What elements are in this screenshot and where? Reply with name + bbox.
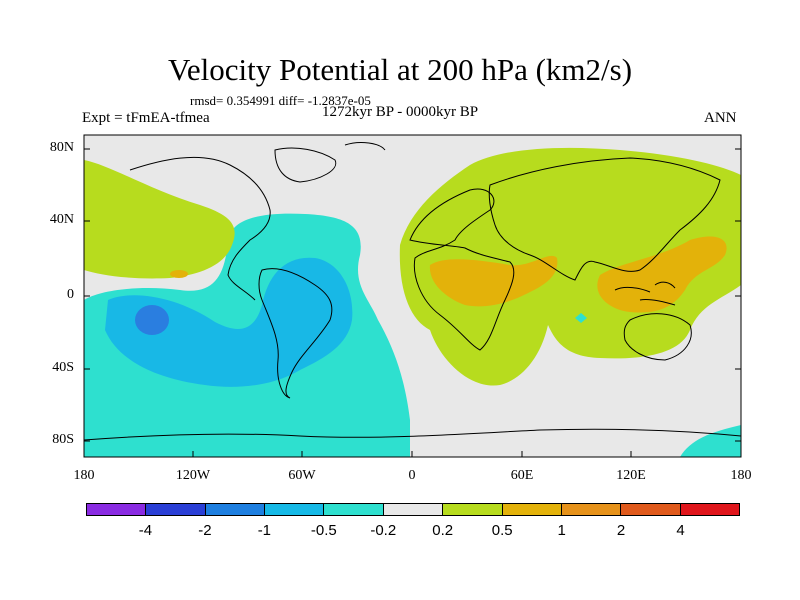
colorbar-box — [146, 504, 206, 515]
colorbar-box — [205, 504, 266, 515]
season-label: ANN — [704, 110, 737, 126]
lon-label-60w: 60W — [288, 468, 316, 483]
lon-label-60e: 60E — [510, 468, 534, 483]
colorbar-label: -1 — [257, 522, 272, 539]
weak-negative-region-se — [680, 425, 741, 457]
tick-marks — [83, 148, 742, 457]
colorbar-box — [502, 504, 562, 515]
colorbar-box — [680, 504, 739, 515]
colorbar-box — [383, 504, 444, 515]
stats-text: rmsd= 0.354991 diff= -1.2837e-05 — [190, 93, 371, 108]
positive-spot-pacific — [170, 270, 188, 278]
lat-label-40n: 40N — [49, 212, 74, 227]
colorbar-label: -4 — [138, 522, 153, 539]
colorbar-box — [621, 504, 681, 515]
colorbar-label: -2 — [198, 522, 212, 539]
plot-title: Velocity Potential at 200 hPa (km2/s) — [167, 52, 633, 87]
lon-label-180w: 180 — [73, 468, 95, 483]
colorbar-box — [87, 504, 147, 515]
positive-spot-indian — [575, 313, 587, 323]
colorbar-box — [265, 504, 325, 515]
colorbar-label: 0.2 — [432, 522, 454, 539]
colorbar — [86, 503, 740, 516]
colorbar-box — [324, 504, 384, 515]
experiment-label: Expt = tFmEA-tfmea — [82, 110, 210, 126]
strong-negative-region — [135, 305, 169, 335]
coastlines — [84, 142, 741, 441]
weak-positive-region-east — [399, 147, 741, 386]
period-label: 1272kyr BP - 0000kyr BP — [322, 104, 479, 120]
lat-label-0: 0 — [67, 287, 74, 302]
negative-region — [105, 257, 353, 387]
positive-region-maritime — [597, 236, 727, 313]
lon-label-120w: 120W — [175, 468, 211, 483]
lon-label-0: 0 — [408, 468, 416, 483]
lat-label-80s: 80S — [52, 432, 74, 447]
lat-label-80n: 80N — [49, 140, 74, 155]
colorbar-label: 4 — [676, 522, 685, 539]
colorbar-box — [443, 504, 503, 515]
colorbar-box — [561, 504, 622, 515]
colorbar-label: 0.5 — [491, 522, 513, 539]
colorbar-label: -0.5 — [310, 522, 337, 539]
lon-label-180e: 180 — [730, 468, 752, 483]
positive-region-africa — [429, 255, 558, 307]
lon-label-120e: 120E — [616, 468, 646, 483]
colorbar-label: -0.2 — [370, 522, 397, 539]
colorbar-label: 1 — [557, 522, 566, 539]
colorbar-label: 2 — [616, 522, 626, 539]
lat-label-40s: 40S — [52, 360, 74, 375]
weak-positive-region-nw — [84, 160, 235, 279]
